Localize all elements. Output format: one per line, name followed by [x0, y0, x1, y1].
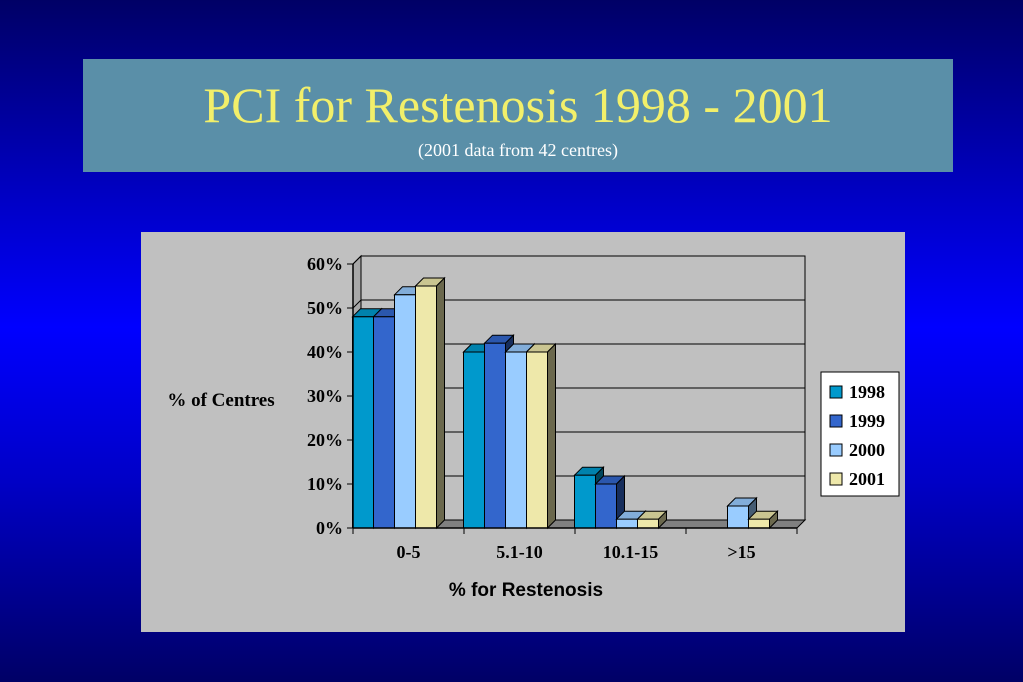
bar	[636, 509, 668, 530]
bar	[525, 342, 557, 530]
legend-swatch	[829, 385, 843, 399]
bar	[414, 276, 446, 530]
legend-label: 1998	[849, 382, 885, 402]
y-axis-label: % of Centres	[167, 390, 274, 411]
y-tick-label: 40%	[307, 342, 343, 362]
bar	[594, 474, 626, 530]
bars	[351, 276, 779, 530]
y-tick-label: 10%	[307, 474, 343, 494]
y-tick-label: 30%	[307, 386, 343, 406]
y-tick-label: 50%	[307, 298, 343, 318]
x-axis-label: % for Restenosis	[449, 580, 603, 601]
legend-label: 2000	[849, 440, 885, 460]
x-tick-label: 10.1-15	[603, 542, 659, 562]
gridline	[352, 299, 805, 309]
legend-label: 2001	[849, 469, 885, 489]
legend-label: 1999	[849, 411, 885, 431]
legend: 1998 1999 2000 2001	[820, 371, 900, 497]
y-tick-label: 60%	[307, 254, 343, 274]
bar-chart: 0% 10% 20% 30% 40% 50% 60% 0-5 5.1-10 10.1-15 >15…	[167, 254, 900, 601]
slide-subtitle: (2001 data from 42 centres)	[418, 140, 618, 160]
slide-title: PCI for Restenosis 1998 - 2001	[203, 77, 833, 133]
x-tick-label: >15	[727, 542, 755, 562]
legend-swatch	[829, 414, 843, 428]
axes	[347, 263, 798, 534]
y-tick-labels: 0% 10% 20% 30% 40% 50% 60%	[307, 254, 343, 538]
gridline	[352, 255, 805, 265]
x-tick-label: 5.1-10	[496, 542, 543, 562]
y-tick-label: 20%	[307, 430, 343, 450]
x-tick-label: 0-5	[397, 542, 421, 562]
legend-swatch	[829, 472, 843, 486]
bar	[747, 509, 779, 530]
x-tick-labels: 0-5 5.1-10 10.1-15 >15	[397, 542, 756, 562]
chart-panel: 0% 10% 20% 30% 40% 50% 60% 0-5 5.1-10 10.1-15 >15…	[141, 232, 905, 632]
legend-swatch	[829, 443, 843, 457]
y-tick-label: 0%	[316, 518, 343, 538]
title-box: PCI for Restenosis 1998 - 2001 (2001 dat…	[83, 59, 953, 172]
